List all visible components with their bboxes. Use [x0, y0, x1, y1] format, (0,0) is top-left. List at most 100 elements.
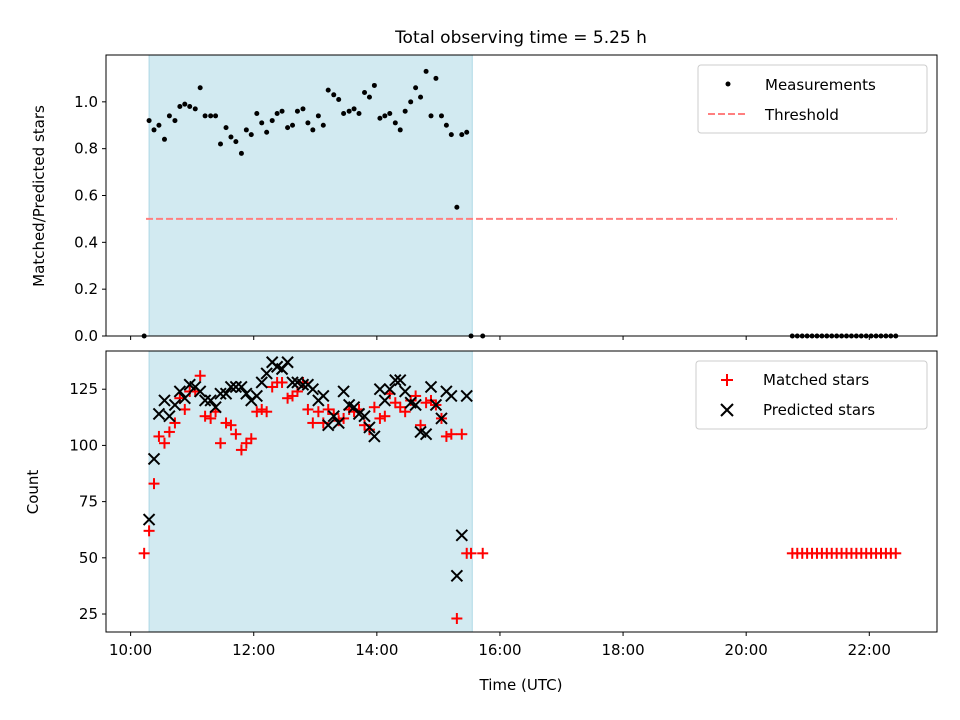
predicted-star-marker [383, 383, 396, 396]
matched-star-marker [214, 437, 226, 449]
predicted-star-marker [250, 389, 264, 403]
bottom-panel-frame [105, 350, 938, 633]
predicted-star-marker [193, 385, 207, 398]
y-tick-label: 0.6 [74, 187, 98, 205]
matched-star-marker [158, 437, 170, 449]
chart-title: Total observing time = 5.25 h [394, 28, 647, 48]
predicted-star-marker [373, 383, 387, 396]
predicted-star-marker [168, 398, 182, 412]
y-tick-label: 0.2 [74, 280, 98, 298]
measurement-point [264, 129, 270, 135]
y-tick-label: 0.4 [74, 233, 98, 251]
measurement-point [300, 106, 306, 112]
top-legend: Measurements Threshold [697, 64, 928, 134]
matched-star-marker [451, 613, 463, 625]
matched-star-marker [169, 417, 181, 429]
measurement-point [279, 108, 285, 114]
measurement-point [192, 106, 198, 112]
matched-star-marker [205, 412, 217, 424]
predicted-star-marker [147, 452, 161, 466]
x-axis-label: Time (UTC) [479, 676, 563, 694]
bottom-y-axis-label: Count [24, 470, 42, 515]
measurement-point [423, 68, 429, 74]
x-tick-label: 20:00 [725, 641, 768, 659]
x-tick-label: 10:00 [109, 641, 152, 659]
matched-star-marker [148, 478, 160, 490]
measurement-point [243, 127, 249, 133]
matched-star-marker [220, 417, 232, 429]
predicted-star-marker [378, 394, 392, 407]
matched-star-marker [282, 392, 294, 404]
y-tick-label: 125 [69, 380, 98, 398]
matched-star-marker [477, 547, 489, 559]
predicted-star-marker [398, 385, 412, 398]
measurement-point [408, 99, 414, 105]
top-panel: 0.0 0.2 0.4 0.6 0.8 1.0 Total observing time … [30, 28, 938, 345]
bottom-legend: Matched stars Predicted stars [695, 360, 928, 430]
matched-star-marker [251, 406, 263, 418]
y-tick-label: 25 [79, 605, 98, 623]
predicted-star-marker [394, 374, 407, 387]
measurement-point [269, 118, 275, 124]
measurement-point [443, 122, 449, 128]
measurement-point [397, 127, 403, 133]
matched-star-marker [456, 428, 468, 440]
matched-star-marker [230, 428, 242, 440]
predicted-star-marker [358, 409, 371, 423]
top-panel-shaded-region [148, 54, 473, 337]
measurement-point [464, 129, 470, 135]
measurement-point [233, 139, 239, 145]
predicted-star-marker [235, 380, 248, 394]
measurement-point [438, 113, 444, 119]
measurement-point [208, 113, 214, 119]
predicted-star-marker [260, 367, 273, 380]
measurement-point [202, 113, 208, 119]
measurement-point [305, 120, 311, 126]
measurement-point [213, 113, 219, 119]
measurement-point [459, 132, 465, 138]
matched-star-marker [465, 547, 477, 559]
matched-star-marker [322, 403, 334, 415]
matched-star-marker [445, 428, 457, 440]
matched-star-marker [256, 403, 268, 415]
predicted-star-marker [219, 387, 233, 400]
top-y-axis-label: Matched/Predicted stars [30, 105, 48, 287]
measurement-point [356, 111, 362, 117]
predicted-star-marker [214, 387, 227, 400]
measurement-point [392, 120, 398, 126]
measurement-point [382, 113, 388, 119]
matched-star-marker [890, 547, 902, 559]
predicted-star-marker [424, 380, 438, 394]
x-tick-label: 14:00 [355, 641, 398, 659]
measurement-point [418, 94, 424, 100]
predicted-star-marker [198, 394, 212, 407]
measurement-point [182, 101, 188, 107]
predicted-star-marker [152, 407, 166, 421]
matched-star-marker [363, 424, 375, 436]
measurement-point [228, 134, 234, 140]
predicted-star-marker [178, 392, 191, 405]
measurement-point [248, 132, 254, 138]
x-tick-label: 12:00 [232, 641, 275, 659]
matched-star-marker [235, 444, 247, 456]
measurement-point [187, 104, 193, 110]
matched-stars-legend-label: Matched stars [763, 371, 869, 389]
matched-star-marker [194, 370, 206, 382]
predicted-stars-legend-label: Predicted stars [763, 401, 875, 419]
bottom-panel: 25 50 75 100 125 10:00 12:00 14:00 16:00 18:00 20… [24, 350, 938, 694]
predicted-star-marker [435, 412, 448, 425]
y-tick-label: 50 [79, 549, 98, 567]
predicted-star-marker [163, 409, 176, 423]
predicted-star-marker [296, 378, 310, 391]
predicted-stars-legend-marker [720, 403, 734, 417]
measurement-point [285, 125, 291, 131]
measurement-point [366, 94, 372, 100]
measurement-point [387, 111, 393, 117]
predicted-star-marker [332, 416, 345, 430]
predicted-star-marker [173, 385, 187, 398]
predicted-star-marker [363, 421, 376, 434]
bottom-x-axis: 10:00 12:00 14:00 16:00 18:00 20:00 22:00 [109, 632, 891, 659]
matched-star-marker [276, 376, 288, 388]
measurement-point [310, 127, 316, 133]
predicted-star-marker [322, 418, 335, 432]
